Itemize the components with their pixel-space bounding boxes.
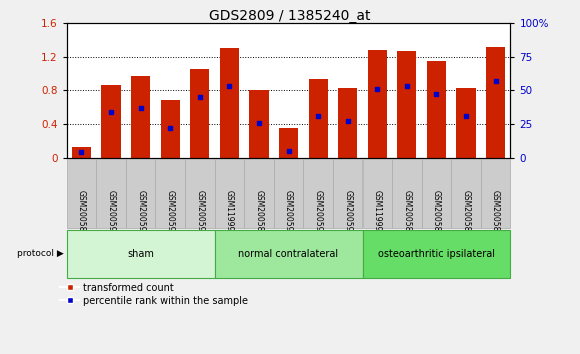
Bar	[185, 159, 215, 228]
Bar	[155, 159, 185, 228]
Bar	[481, 159, 510, 228]
Bar	[220, 48, 239, 158]
Text: GSM200594: GSM200594	[136, 190, 145, 237]
Bar	[427, 61, 446, 158]
Text: normal contralateral: normal contralateral	[238, 249, 339, 259]
Bar	[338, 88, 357, 158]
Bar	[333, 159, 362, 228]
Text: GSM200585: GSM200585	[403, 190, 411, 236]
Text: GSM200589: GSM200589	[255, 190, 263, 236]
Text: GSM200587: GSM200587	[462, 190, 470, 236]
Bar	[309, 79, 328, 158]
Bar	[303, 159, 333, 228]
Bar	[274, 159, 303, 228]
Text: GSM200592: GSM200592	[343, 190, 352, 236]
Text: protocol ▶: protocol ▶	[17, 250, 64, 258]
Bar	[96, 159, 126, 228]
Text: osteoarthritic ipsilateral: osteoarthritic ipsilateral	[378, 249, 495, 259]
Text: GDS2809 / 1385240_at: GDS2809 / 1385240_at	[209, 9, 371, 23]
Bar	[279, 128, 298, 158]
Bar	[72, 147, 91, 158]
Bar	[422, 159, 451, 228]
Bar	[126, 159, 155, 228]
Text: GSM200593: GSM200593	[107, 190, 115, 237]
Text: GSM200590: GSM200590	[284, 190, 293, 237]
Text: GSM200586: GSM200586	[432, 190, 441, 236]
Text: GSM200595: GSM200595	[166, 190, 175, 237]
Bar	[102, 85, 121, 158]
Text: GSM200596: GSM200596	[195, 190, 204, 237]
Bar	[215, 230, 362, 278]
Text: GSM200591: GSM200591	[314, 190, 322, 236]
Bar	[190, 69, 209, 158]
Bar	[392, 159, 422, 228]
Bar	[486, 46, 505, 158]
Text: sham: sham	[127, 249, 154, 259]
Bar	[131, 76, 150, 158]
Text: GSM1199974: GSM1199974	[225, 190, 234, 241]
Bar	[362, 230, 510, 278]
Bar	[249, 90, 269, 158]
Bar	[362, 159, 392, 228]
Text: GSM1199973: GSM1199973	[373, 190, 382, 241]
Bar	[215, 159, 244, 228]
Bar	[397, 51, 416, 158]
Legend: transformed count, percentile rank within the sample: transformed count, percentile rank withi…	[60, 283, 248, 306]
Bar	[451, 159, 481, 228]
Bar	[456, 88, 476, 158]
Bar	[67, 230, 215, 278]
Text: GSM200584: GSM200584	[77, 190, 86, 236]
Bar	[161, 101, 180, 158]
Bar	[67, 159, 96, 228]
Text: GSM200588: GSM200588	[491, 190, 500, 236]
Bar	[244, 159, 274, 228]
Bar	[368, 50, 387, 158]
